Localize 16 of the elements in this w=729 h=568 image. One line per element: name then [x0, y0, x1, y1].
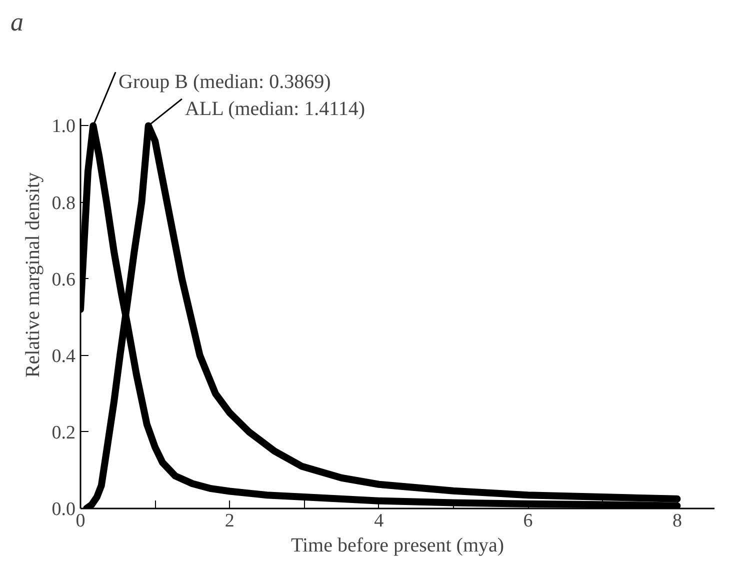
annotation: Group B (median: 0.3869): [118, 71, 331, 94]
y-tick-label: 0.2: [52, 422, 76, 444]
y-tick-label: 0.8: [52, 192, 76, 214]
x-tick-label: 0: [76, 510, 86, 532]
x-tick-label: 6: [523, 510, 533, 532]
y-tick-label: 0.0: [52, 499, 76, 520]
annotation: ALL (median: 1.4114): [184, 98, 366, 120]
x-tick-label: 8: [672, 510, 682, 532]
x-tick-label: 2: [224, 510, 234, 532]
text: a: [10, 8, 24, 36]
y-tick-label: 0.6: [52, 269, 76, 290]
x-tick-label: 4: [374, 510, 384, 532]
y-tick-label: 0.4: [52, 346, 76, 367]
y-axis-title: Relative marginal density: [22, 172, 44, 378]
x-axis-title: Time before present (mya): [290, 534, 504, 556]
y-tick-label: 1.0: [52, 116, 76, 138]
